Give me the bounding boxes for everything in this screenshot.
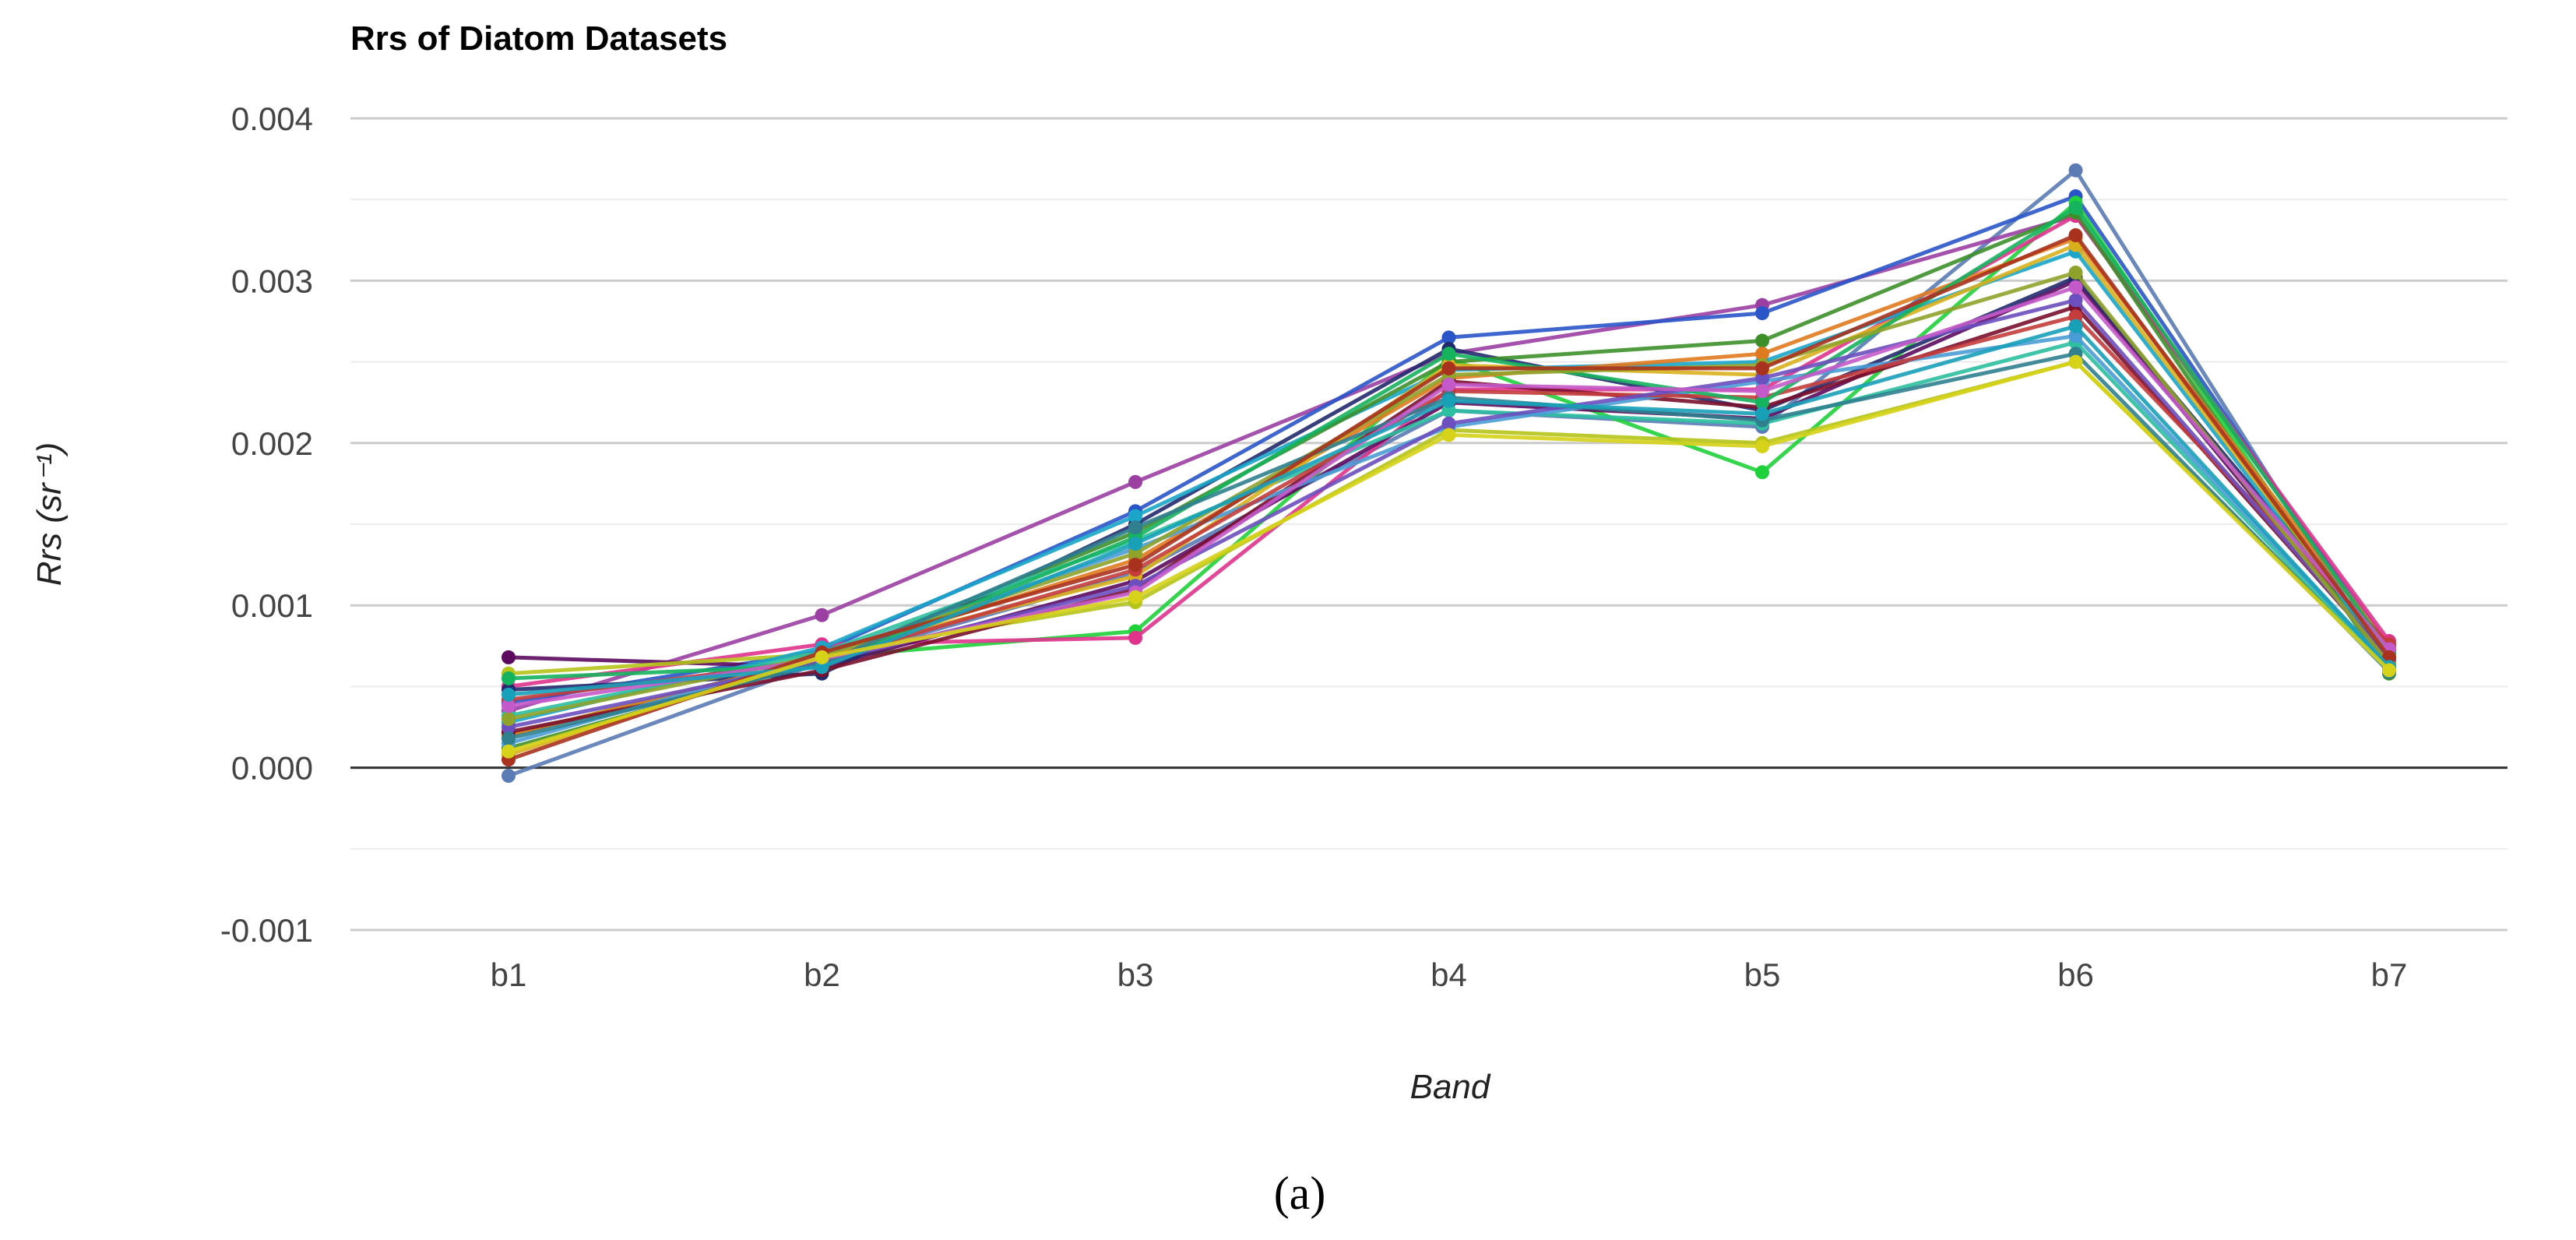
data-point — [1755, 306, 1769, 321]
data-point — [1755, 439, 1769, 453]
data-point — [1755, 361, 1769, 375]
data-point — [1128, 509, 1142, 523]
data-point — [2068, 265, 2083, 280]
data-point — [1755, 347, 1769, 361]
data-point — [501, 712, 516, 727]
x-tick-label: b6 — [2057, 956, 2094, 993]
x-tick-label: b4 — [1431, 956, 1467, 993]
data-point — [1128, 590, 1142, 604]
data-point — [1128, 537, 1142, 551]
x-tick-label: b7 — [2371, 956, 2408, 993]
data-point — [1755, 465, 1769, 480]
data-point — [1128, 558, 1142, 572]
data-point — [1441, 428, 1456, 442]
data-point — [2068, 280, 2083, 294]
data-point — [1441, 330, 1456, 345]
chart-title: Rrs of Diatom Datasets — [350, 19, 727, 58]
x-tick-label: b1 — [491, 956, 527, 993]
data-point — [501, 769, 516, 784]
data-point — [815, 608, 829, 622]
x-tick-label: b2 — [804, 956, 840, 993]
data-point — [2068, 163, 2083, 178]
data-point — [1755, 395, 1769, 410]
data-point — [2382, 663, 2396, 678]
data-point — [2068, 228, 2083, 243]
x-tick-label: b5 — [1744, 956, 1781, 993]
data-point — [501, 731, 516, 746]
series-s24 — [501, 354, 2396, 759]
x-tick-labels: b1 b2 b3 b4 b5 b6 b7 — [491, 956, 2408, 993]
data-point — [501, 687, 516, 702]
data-point — [1128, 630, 1142, 645]
data-point — [2068, 200, 2083, 215]
y-tick-label: -0.001 — [220, 912, 313, 949]
data-point — [1441, 403, 1456, 418]
data-point — [1755, 371, 1769, 386]
gridlines — [350, 117, 2507, 932]
y-tick-label: 0.001 — [231, 587, 313, 624]
data-point — [501, 650, 516, 664]
data-point — [2068, 309, 2083, 324]
data-point — [1128, 520, 1142, 535]
data-series — [501, 163, 2396, 784]
data-point — [1755, 384, 1769, 399]
data-point — [1441, 361, 1456, 375]
data-point — [1441, 393, 1456, 408]
data-point — [1755, 333, 1769, 348]
y-tick-labels: -0.001 0.000 0.001 0.002 0.003 0.004 — [220, 100, 313, 949]
data-point — [501, 744, 516, 759]
series-line — [508, 194, 2391, 705]
y-tick-label: 0.003 — [231, 262, 313, 299]
x-tick-label: b3 — [1117, 956, 1154, 993]
data-point — [815, 660, 829, 675]
data-point — [1441, 377, 1456, 392]
x-axis-label: Band — [1410, 1068, 1491, 1106]
y-axis-label: Rrs (sr⁻¹) — [30, 442, 69, 587]
data-point — [1755, 407, 1769, 421]
y-tick-label: 0.000 — [231, 750, 313, 787]
data-point — [2068, 354, 2083, 369]
y-tick-label: 0.002 — [231, 425, 313, 462]
data-point — [1441, 416, 1456, 431]
data-point — [2068, 293, 2083, 308]
data-point — [1128, 546, 1142, 561]
data-point — [501, 671, 516, 685]
data-point — [1441, 347, 1456, 361]
data-point — [815, 650, 829, 664]
data-point — [1128, 474, 1142, 489]
y-tick-label: 0.004 — [231, 100, 313, 137]
figure-caption: (a) — [1274, 1168, 1326, 1219]
data-point — [2068, 319, 2083, 333]
data-point — [501, 699, 516, 713]
